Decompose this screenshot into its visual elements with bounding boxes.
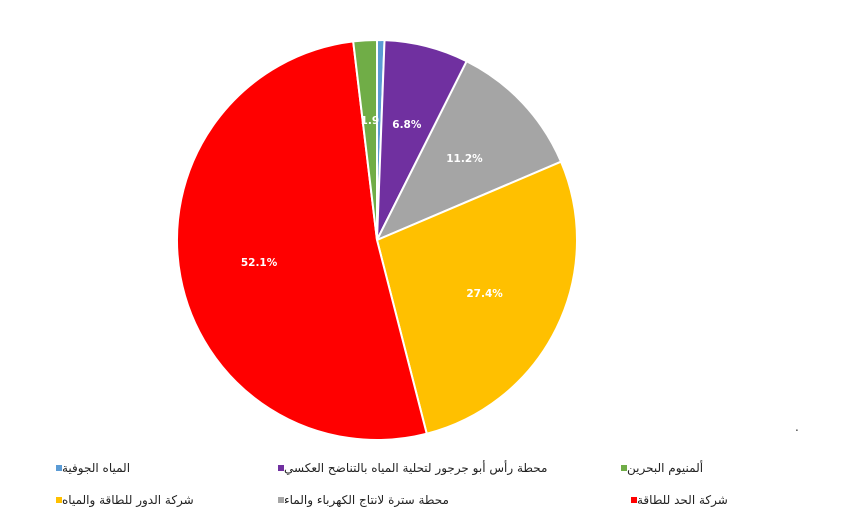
legend-swatch-al-dur (56, 497, 62, 503)
legend-label-ras-abu-jarjur: محطة رأس أبو جرجور لتحلية المياه بالتناض… (284, 461, 548, 475)
legend-swatch-alba (621, 465, 627, 471)
pie-slice-label-5: 1.9 (361, 115, 380, 127)
legend-item-sitra: محطة سترة لانتاج الكهرباء والماء (270, 491, 449, 509)
pie-slice-label-1: 6.8% (392, 119, 422, 131)
pie-slice-2 (374, 59, 563, 242)
legend-item-al-dur: شركة الدور للطاقة والمياه (48, 491, 194, 509)
pie-slice-label-2: 11.2% (446, 153, 483, 165)
legend-label-sitra: محطة سترة لانتاج الكهرباء والماء (284, 493, 449, 507)
legend-swatch-sitra (278, 497, 284, 503)
legend-swatch-ras-abu-jarjur (278, 465, 284, 471)
legend-swatch-groundwater (56, 465, 62, 471)
legend-label-alba: ألمنيوم البحرين (627, 461, 704, 475)
stray-dot: . (795, 420, 799, 434)
pie-slice-5 (352, 38, 378, 241)
legend-label-al-dur: شركة الدور للطاقة والمياه (62, 493, 194, 507)
legend-item-ras-abu-jarjur: محطة رأس أبو جرجور لتحلية المياه بالتناض… (270, 459, 547, 477)
legend-item-al-hidd: شركة الحد للطاقة (613, 491, 728, 509)
pie-slice-label-3: 27.4% (466, 288, 503, 300)
pie-slice-3 (375, 160, 578, 435)
pie-slice-label-4: 52.1% (241, 257, 278, 269)
legend-item-alba: ألمنيوم البحرين (613, 459, 703, 477)
legend-label-al-hidd: شركة الحد للطاقة (637, 493, 728, 507)
legend-label-groundwater: المياه الجوفية (62, 461, 131, 475)
legend-swatch-al-hidd (631, 497, 637, 503)
legend-item-groundwater: المياه الجوفية (48, 459, 130, 477)
